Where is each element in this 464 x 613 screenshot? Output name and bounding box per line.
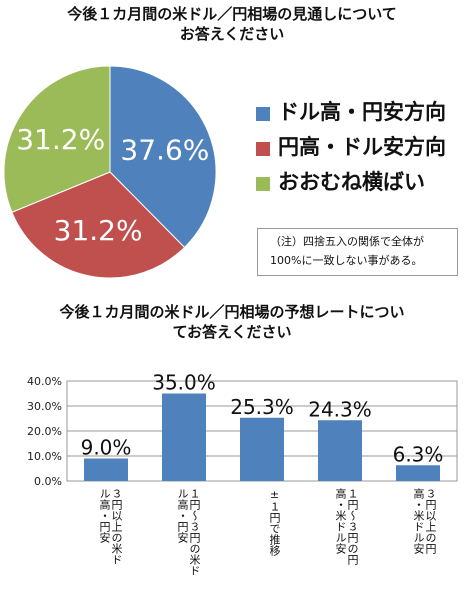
category-label: ±１円で推移	[268, 488, 281, 556]
bar	[396, 465, 440, 481]
bar	[84, 458, 128, 481]
pie-slice	[3, 65, 111, 213]
bar-title-line-2: てお答えください	[172, 323, 292, 341]
bar-value-label: 25.3%	[230, 395, 294, 419]
pie-slice	[109, 65, 217, 249]
pie-slice	[11, 171, 186, 279]
category-label: ３円以上の円 高・米ドル安	[412, 488, 437, 554]
category-label: １円～３円の米ド ル高・円安	[176, 488, 201, 576]
bar-value-label: 24.3%	[308, 397, 372, 421]
rounding-note: （注）四捨五入の関係で全体が 100%に一致しない事がある。	[257, 228, 458, 276]
legend-label: 円高・ドル安方向	[278, 135, 446, 159]
bar	[162, 393, 206, 481]
bar-chart: 0.0% 10.0% 20.0% 30.0% 40.0% 9.0% 35.0% 25.3% 24…	[27, 371, 458, 485]
bar-title-line-1: 今後１カ月間の米ドル／円相場の予想レートについ	[59, 303, 405, 321]
y-tick-label: 40.0%	[27, 375, 62, 388]
legend-item: ドル高・円安方向	[256, 98, 446, 133]
y-tick-label: 0.0%	[34, 475, 62, 485]
category-label: ３円以上の米ド ル高・円安	[98, 488, 123, 565]
legend-swatch	[256, 177, 270, 191]
note-line-1: （注）四捨五入の関係で全体が	[270, 235, 424, 248]
legend-label: おおむね横ばい	[278, 170, 425, 194]
legend-swatch	[256, 107, 270, 121]
bar	[240, 417, 284, 481]
bar-value-label: 35.0%	[152, 371, 216, 395]
pie-chart: 37.6% 31.2% 31.2%	[3, 65, 217, 279]
category-label: １円～３円の円 高・米ドル安	[334, 488, 359, 565]
pie-title-line-1: 今後１カ月間の米ドル／円相場の見通しについて	[67, 5, 397, 23]
y-tick-label: 30.0%	[27, 400, 62, 413]
bar-chart-title: 今後１カ月間の米ドル／円相場の予想レートについ てお答えください	[0, 302, 464, 342]
y-tick-label: 20.0%	[27, 425, 62, 438]
y-tick-label: 10.0%	[27, 450, 62, 463]
bar	[318, 420, 362, 481]
pie-slice-label: 37.6%	[120, 133, 209, 166]
legend-swatch	[256, 142, 270, 156]
pie-slice-label: 31.2%	[16, 123, 105, 156]
bar-value-label: 9.0%	[81, 436, 132, 460]
pie-legend: ドル高・円安方向 円高・ドル安方向 おおむね横ばい	[256, 98, 446, 203]
pie-title-line-2: お答えください	[179, 25, 285, 43]
bar-value-label: 6.3%	[393, 442, 444, 466]
pie-slice-label: 31.2%	[54, 214, 143, 247]
legend-item: おおむね横ばい	[256, 168, 446, 203]
note-line-2: 100%に一致しない事がある。	[270, 254, 423, 267]
pie-chart-title: 今後１カ月間の米ドル／円相場の見通しについて お答えください	[0, 4, 464, 44]
legend-item: 円高・ドル安方向	[256, 133, 446, 168]
legend-label: ドル高・円安方向	[278, 100, 446, 124]
